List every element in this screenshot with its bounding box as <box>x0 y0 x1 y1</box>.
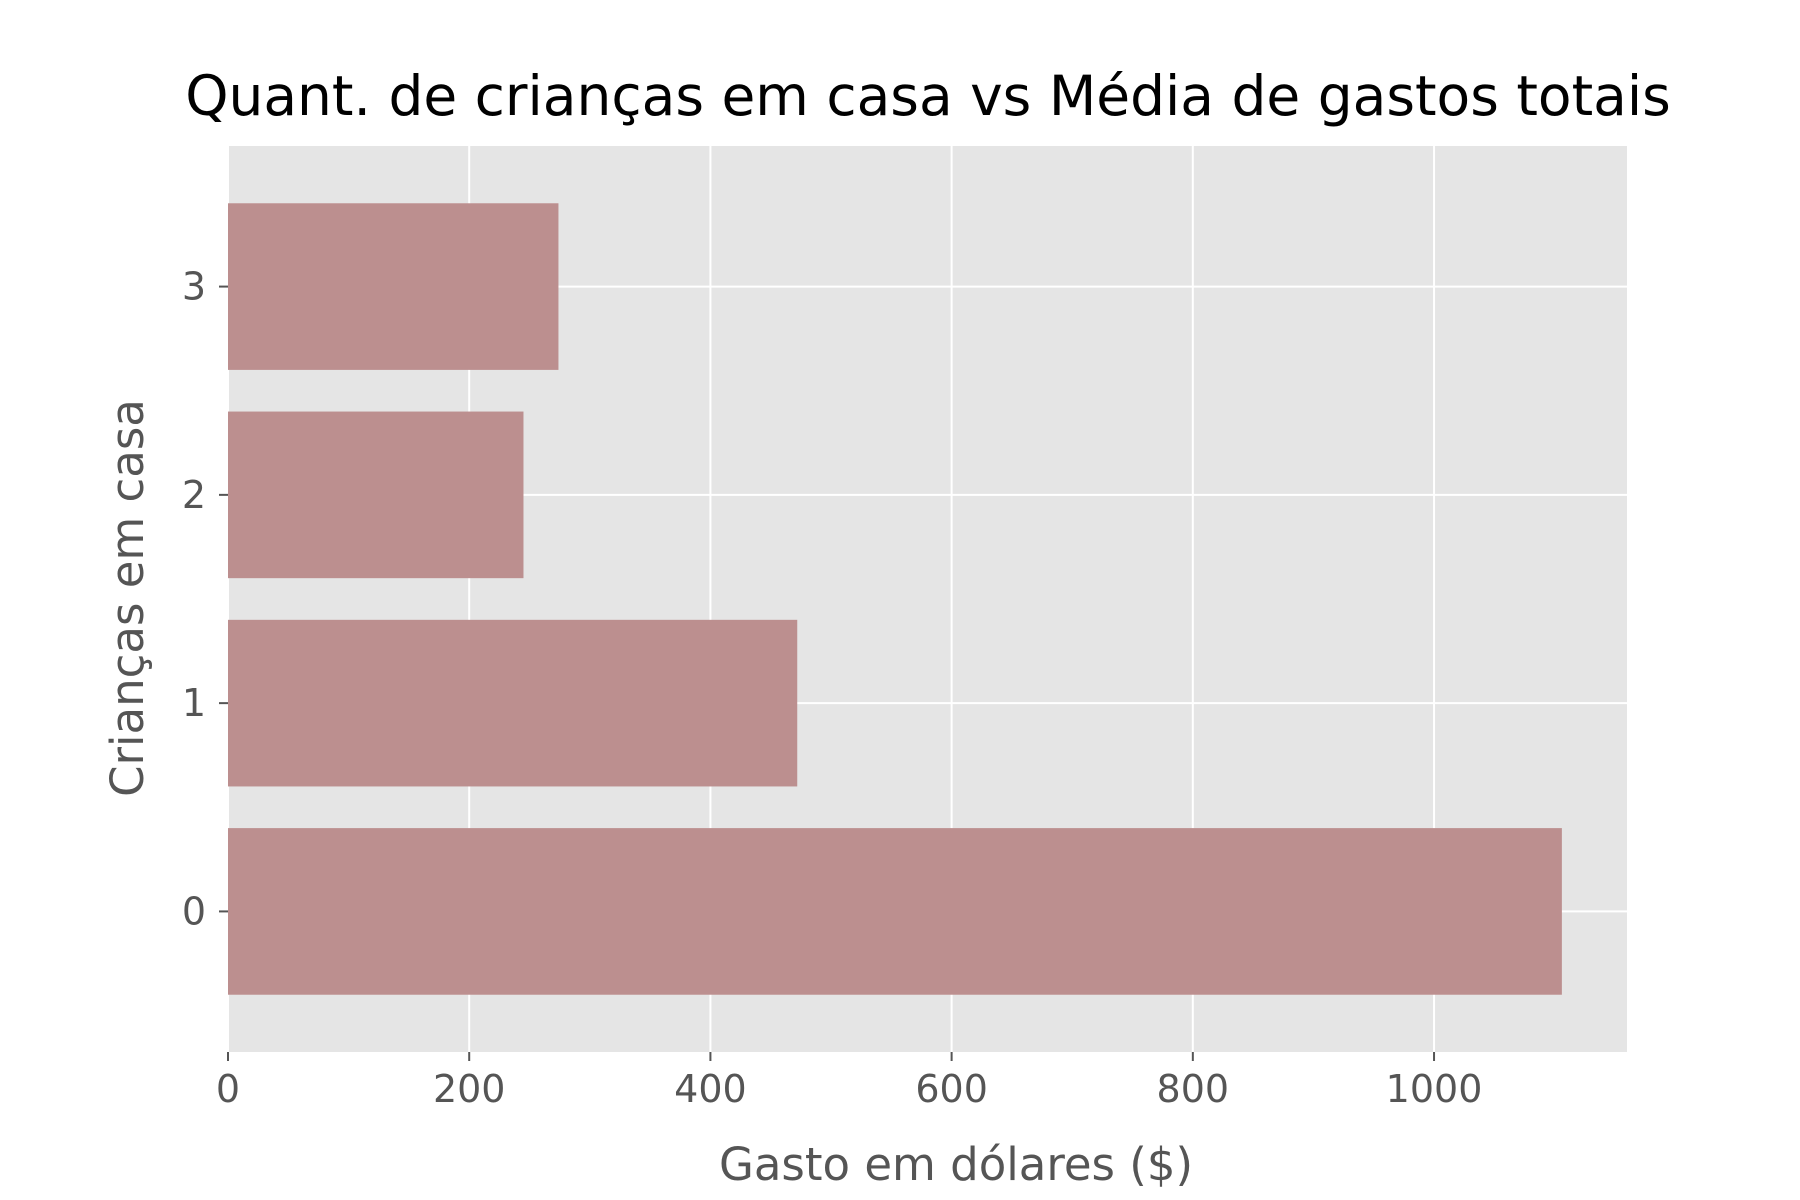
y-axis-label: Crianças em casa <box>101 399 154 797</box>
bar-0 <box>228 828 1562 995</box>
bar-3 <box>228 203 559 370</box>
x-tick-label: 400 <box>674 1067 747 1111</box>
x-tick-label: 200 <box>433 1067 506 1111</box>
chart-title: Quant. de crianças em casa vs Média de g… <box>185 64 1671 128</box>
y-axis: 0 1 2 3 <box>182 265 228 933</box>
y-tick-label: 3 <box>182 265 206 309</box>
x-tick-label: 1000 <box>1386 1067 1483 1111</box>
y-tick-label: 0 <box>182 889 206 933</box>
x-axis: 0 200 400 600 800 1000 <box>216 1052 1482 1111</box>
x-tick-label: 0 <box>216 1067 240 1111</box>
bar-2 <box>228 411 524 579</box>
x-tick-label: 800 <box>1157 1067 1230 1111</box>
x-axis-label: Gasto em dólares ($) <box>719 1138 1193 1191</box>
bar-1 <box>228 619 798 787</box>
bars <box>228 203 1562 995</box>
y-tick-label: 2 <box>182 473 206 517</box>
y-tick-label: 1 <box>182 681 206 725</box>
x-tick-label: 600 <box>915 1067 988 1111</box>
